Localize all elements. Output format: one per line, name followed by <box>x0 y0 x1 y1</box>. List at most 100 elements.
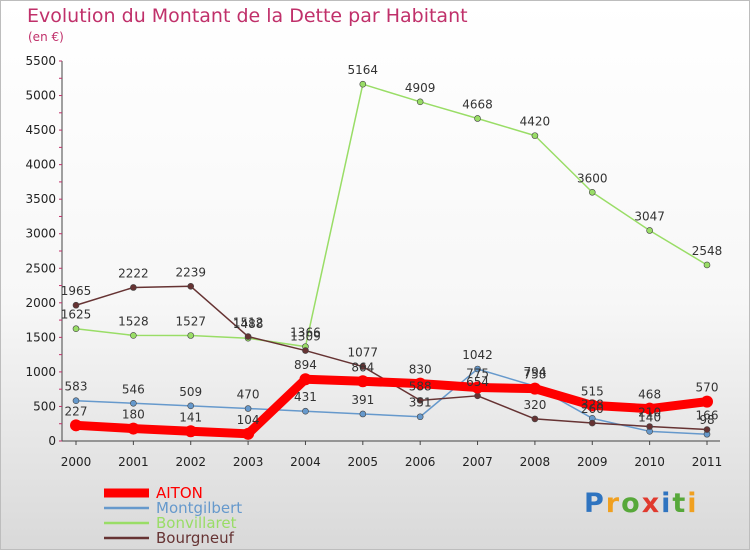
data-label: 1527 <box>175 314 206 328</box>
data-label: 1512 <box>233 316 264 330</box>
data-point <box>703 261 711 269</box>
data-point <box>471 381 484 394</box>
data-point <box>187 283 195 290</box>
data-label: 4909 <box>405 81 436 95</box>
data-label: 1366 <box>290 326 321 340</box>
y-tick-label: 0 <box>48 434 56 448</box>
data-label: 775 <box>466 366 489 380</box>
data-label: 1488 <box>233 317 264 331</box>
data-label: 351 <box>409 396 432 410</box>
y-tick-label: 4000 <box>25 158 56 172</box>
data-label: 260 <box>581 402 604 416</box>
data-point <box>130 284 137 291</box>
data-label: 654 <box>466 375 489 389</box>
data-label: 1625 <box>61 308 92 322</box>
data-label: 328 <box>581 397 604 411</box>
y-tick-label: 5000 <box>25 89 56 103</box>
y-tick-label: 1500 <box>25 330 56 344</box>
logo-letter: i <box>661 488 673 519</box>
x-tick-label: 2005 <box>348 455 379 469</box>
data-point <box>414 377 427 390</box>
data-label: 1528 <box>118 314 149 328</box>
data-point <box>127 422 140 435</box>
y-tick-label: 5500 <box>25 54 56 68</box>
y-tick-label: 2000 <box>25 296 56 310</box>
x-tick-label: 2003 <box>233 455 264 469</box>
data-label: 140 <box>638 410 661 424</box>
y-tick-label: 4500 <box>25 123 56 137</box>
x-tick-label: 2008 <box>520 455 551 469</box>
data-label: 431 <box>294 390 317 404</box>
x-tick-label: 2010 <box>634 455 665 469</box>
data-label: 588 <box>409 379 432 393</box>
data-point <box>588 419 596 427</box>
data-point <box>588 188 596 196</box>
legend-label: AITON <box>156 484 203 502</box>
data-point <box>242 427 255 440</box>
x-tick-label: 2007 <box>462 455 493 469</box>
data-point <box>528 382 541 395</box>
x-tick-label: 2009 <box>577 455 608 469</box>
data-label: 98 <box>699 413 714 427</box>
data-point <box>359 363 367 370</box>
data-point <box>359 410 367 418</box>
data-point <box>416 397 424 404</box>
data-point <box>646 227 653 234</box>
logo-letter: o <box>621 488 642 519</box>
data-point <box>646 423 653 430</box>
data-label: 2222 <box>118 266 149 280</box>
logo-letter: P <box>584 488 606 519</box>
data-point <box>531 415 539 423</box>
data-label: 320 <box>523 398 546 412</box>
data-label: 470 <box>237 388 260 402</box>
x-tick-label: 2011 <box>692 455 723 469</box>
data-label: 2548 <box>692 244 723 258</box>
series-line-montgilbert <box>75 368 708 435</box>
y-tick-label: 3000 <box>25 227 56 241</box>
data-point <box>359 80 367 88</box>
data-label: 227 <box>65 404 88 418</box>
data-point <box>302 407 309 415</box>
data-label: 104 <box>237 413 260 427</box>
data-label: 391 <box>351 393 374 407</box>
data-point <box>70 419 82 432</box>
data-point <box>416 98 424 106</box>
chart-unit: (en €) <box>28 30 64 44</box>
data-label: 3047 <box>634 209 665 223</box>
data-point <box>72 301 80 309</box>
data-point <box>72 397 80 405</box>
data-label: 3600 <box>577 171 608 185</box>
data-point <box>244 333 252 340</box>
x-tick-label: 2001 <box>118 455 149 469</box>
y-tick-label: 500 <box>33 399 56 413</box>
data-label: 864 <box>351 360 374 374</box>
data-label: 1309 <box>290 330 321 344</box>
logo-letter: i <box>687 488 699 519</box>
data-point <box>244 405 252 412</box>
data-point <box>701 395 713 408</box>
data-label: 794 <box>523 365 546 379</box>
data-label: 830 <box>409 363 432 377</box>
x-tick-label: 2000 <box>61 455 92 469</box>
data-label: 5164 <box>348 63 379 77</box>
series-line-bonvillaret <box>75 83 708 348</box>
data-point <box>643 402 656 415</box>
logo-letter: t <box>672 488 688 519</box>
data-label: 1042 <box>462 348 493 362</box>
data-label: 4420 <box>520 115 551 129</box>
data-point <box>299 373 312 386</box>
series-line-aiton <box>71 374 712 439</box>
data-label: 4668 <box>462 97 493 111</box>
data-point <box>72 325 80 333</box>
data-point <box>474 365 481 373</box>
y-tick-label: 3500 <box>25 192 56 206</box>
data-label: 758 <box>523 368 546 382</box>
data-label: 1077 <box>348 346 379 360</box>
data-label: 509 <box>179 385 202 399</box>
legend-label: Montgilbert <box>156 499 242 517</box>
data-point <box>184 425 197 438</box>
data-label: 583 <box>65 380 88 394</box>
legend-label: Bourgneuf <box>156 529 235 547</box>
